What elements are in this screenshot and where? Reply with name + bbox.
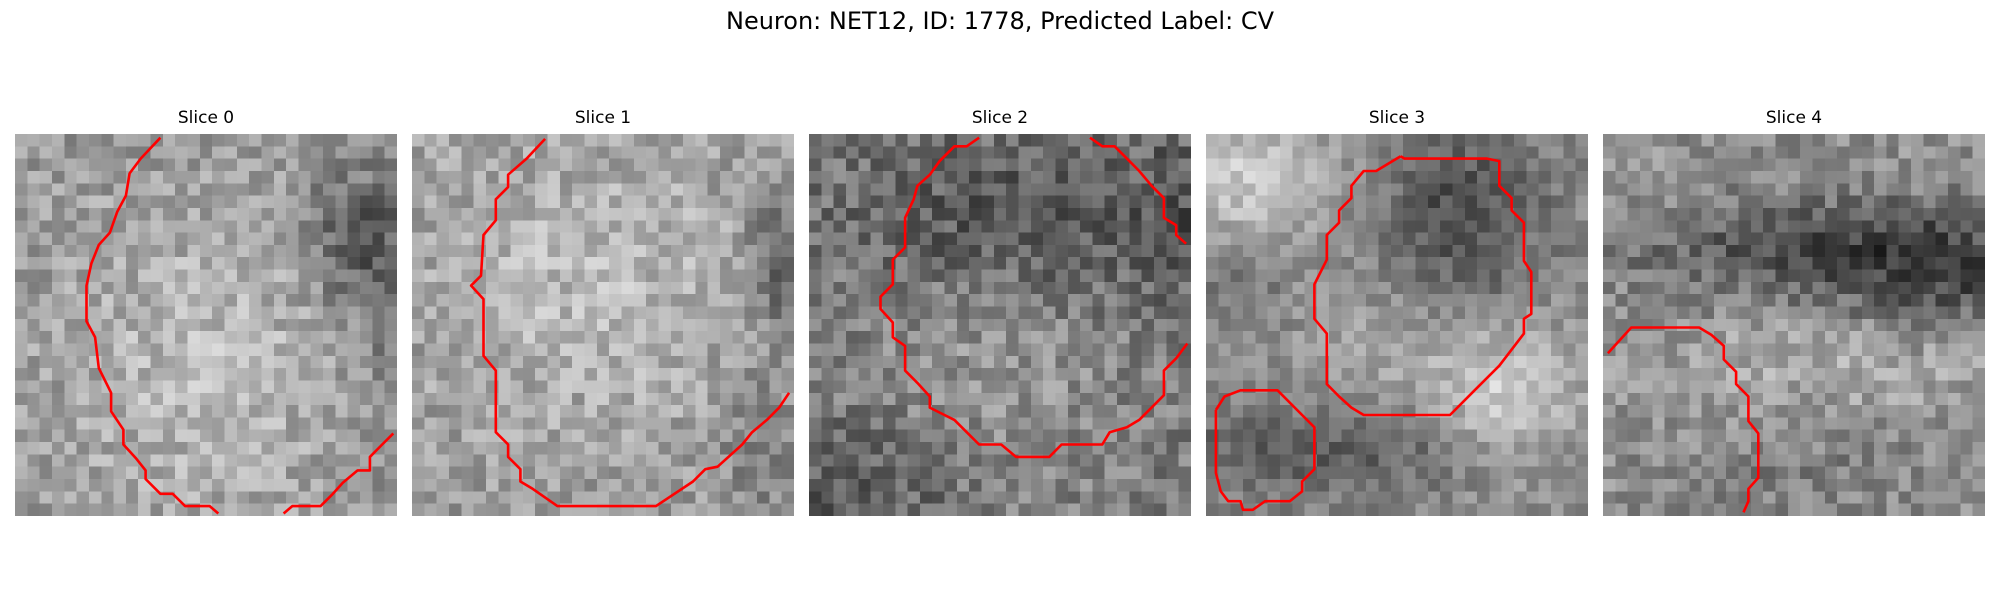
- segmentation-contour: [1089, 136, 1187, 245]
- segmentation-contour: [1214, 388, 1316, 512]
- slice-image-1: [412, 134, 794, 516]
- slice-image-2: [809, 134, 1191, 516]
- pixel-grid: [1206, 134, 1588, 516]
- slice-title-2: Slice 2: [971, 108, 1029, 128]
- segmentation-contour: [85, 136, 220, 515]
- slice-title-4: Slice 4: [1765, 108, 1823, 128]
- slice-title-3: Slice 3: [1368, 108, 1426, 128]
- segmentation-contour: [879, 136, 1189, 459]
- segmentation-contour: [282, 432, 395, 515]
- slice-image-0: [15, 134, 397, 516]
- pixel-grid: [809, 134, 1191, 516]
- figure-title: Neuron: NET12, ID: 1778, Predicted Label…: [726, 7, 1274, 35]
- segmentation-contour: [1606, 326, 1760, 513]
- pixel-grid: [15, 134, 397, 516]
- slice-title-0: Slice 0: [177, 108, 235, 128]
- segmentation-contour: [1313, 155, 1533, 417]
- slice-image-3: [1206, 134, 1588, 516]
- pixel-grid: [412, 134, 794, 516]
- slice-image-4: [1603, 134, 1985, 516]
- slice-title-1: Slice 1: [574, 108, 632, 128]
- pixel-grid: [1603, 134, 1985, 516]
- segmentation-contour: [469, 138, 791, 508]
